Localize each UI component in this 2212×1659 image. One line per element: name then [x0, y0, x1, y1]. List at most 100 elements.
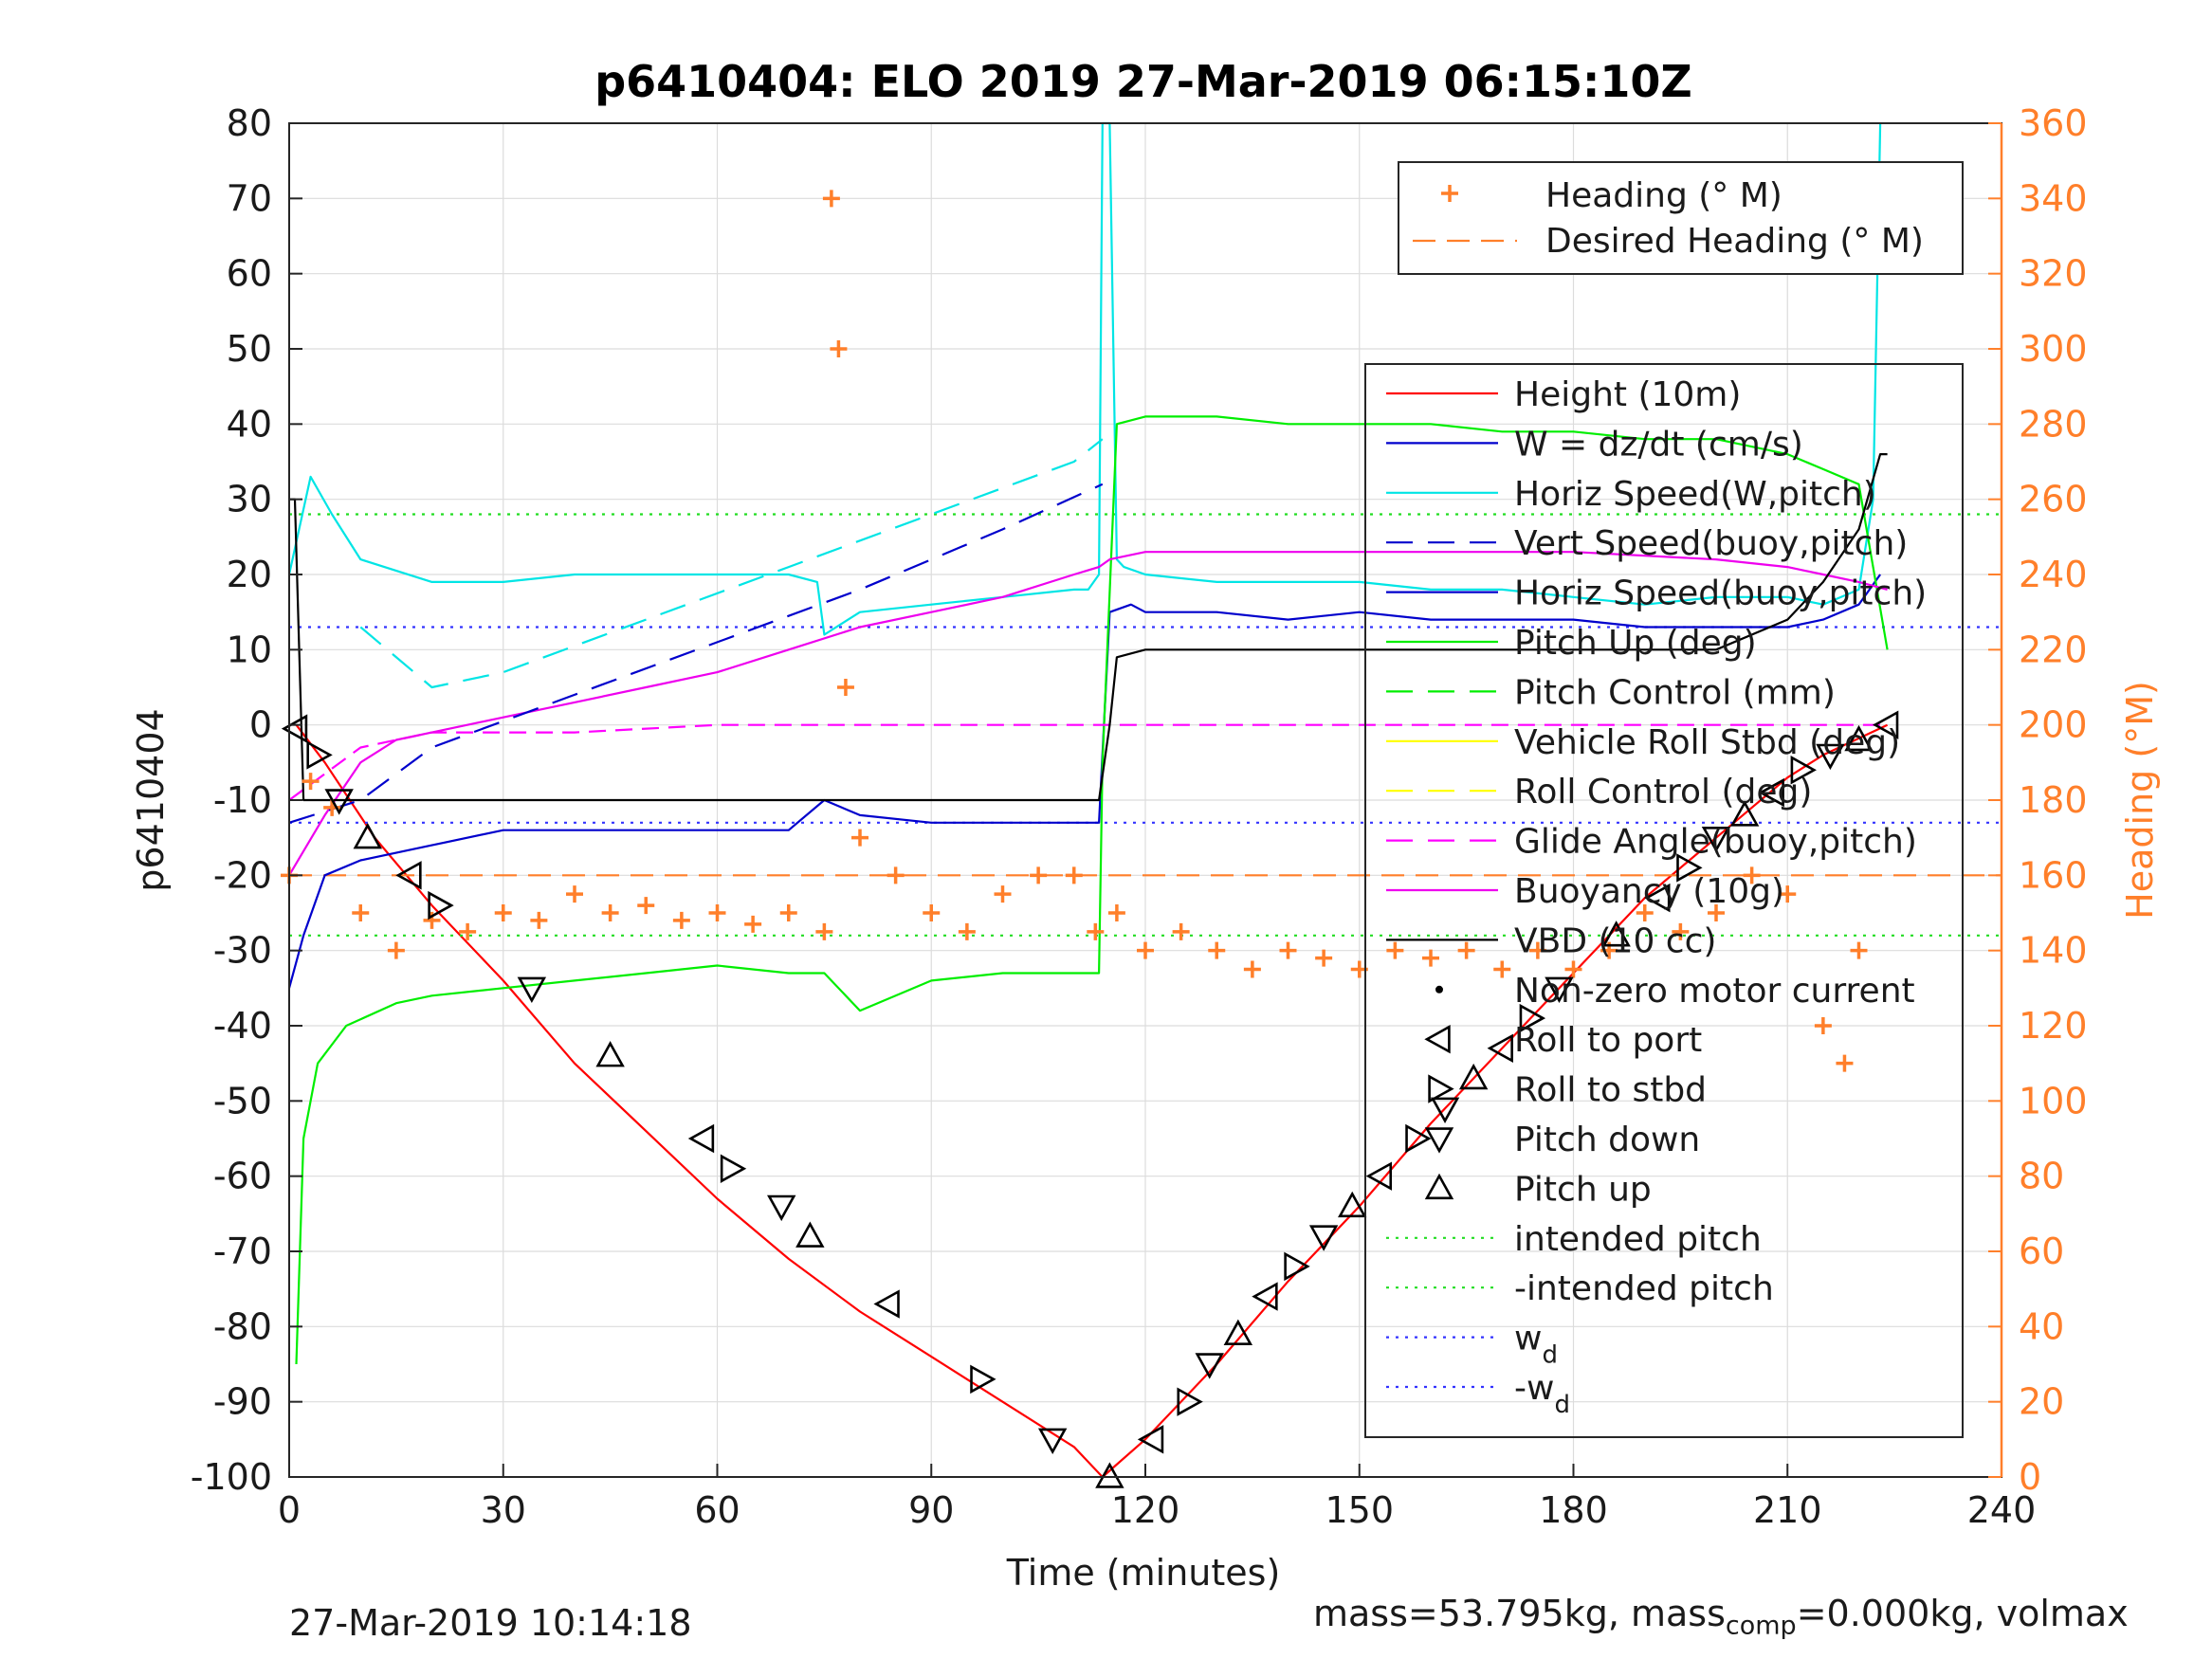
legend-label-sub: d: [1554, 1391, 1570, 1419]
heading-point: [566, 885, 583, 903]
y2-tick-label: 360: [2019, 102, 2088, 144]
series-layer: [281, 121, 2002, 1479]
marker-right: [428, 890, 454, 921]
footer-mass-b: =0.000kg, volmax: [1796, 1593, 2129, 1634]
marker-left: [1758, 777, 1784, 808]
footer-datetime: 27-Mar-2019 10:14:18: [289, 1602, 692, 1644]
y2-tick-label: 220: [2019, 629, 2088, 670]
heading-point: [1087, 922, 1105, 940]
marker-left: [1644, 883, 1671, 913]
heading-point: [637, 897, 655, 915]
heading-point: [1208, 941, 1226, 959]
footer-mass-a: mass=53.795kg, mass: [1313, 1593, 1726, 1634]
marker-up: [1729, 800, 1760, 827]
legend-label: Vert Speed(buoy,pitch): [1514, 524, 1908, 563]
y2-tick-label: 0: [2019, 1456, 2041, 1498]
heading-point: [887, 866, 905, 884]
heading-point: [1836, 1054, 1854, 1072]
marker-left: [1252, 1282, 1278, 1311]
y-tick-label: -30: [213, 930, 272, 972]
y-tick-label: 60: [227, 253, 272, 295]
heading-point: [352, 904, 370, 921]
x-tick-label: 150: [1325, 1489, 1394, 1531]
y-tick-label: 30: [227, 479, 272, 520]
y-tick-label: 10: [227, 629, 272, 670]
heading-point: [1493, 960, 1511, 978]
heading-point: [1107, 904, 1125, 921]
heading-point: [822, 190, 840, 208]
marker-left: [687, 1123, 715, 1154]
heading-point: [1708, 904, 1725, 921]
marker-left: [1487, 1033, 1513, 1064]
heading-point: [744, 915, 762, 933]
legend-label: Pitch Control (mm): [1514, 673, 1836, 712]
heading-point: [302, 773, 320, 791]
marker-down: [1037, 1428, 1068, 1455]
marker-down: [517, 976, 547, 1004]
heading-point: [1528, 941, 1546, 959]
legend-heading-symbol: [1441, 185, 1458, 202]
legend-label: W = dz/dt (cm/s): [1514, 425, 1803, 464]
legend-label: Horiz Speed(buoy,pitch): [1514, 574, 1927, 613]
legend-marker-down: [1424, 1127, 1454, 1154]
chart-title: p6410404: ELO 2019 27-Mar-2019 06:15:10Z: [594, 56, 1692, 107]
marker-up: [1458, 1063, 1489, 1090]
y2-tick-label: 200: [2019, 704, 2088, 746]
series-horiz-speed-dashed: [359, 438, 1104, 689]
legend-heading-label: Heading (° M): [1545, 176, 1782, 215]
legend-label: Pitch down: [1514, 1121, 1700, 1159]
y-tick-label: 50: [227, 328, 272, 370]
y-tick-label: -90: [213, 1381, 272, 1423]
heading-point: [1172, 922, 1190, 940]
y-tick-label: -20: [213, 854, 272, 896]
marker-up: [595, 1041, 625, 1067]
heading-point: [459, 922, 477, 940]
legend-marker-right: [1428, 1074, 1454, 1103]
legend-heading: Heading (° M) Desired Heading (° M): [1398, 161, 1964, 275]
heading-point: [1743, 866, 1761, 884]
marker-right: [1284, 1251, 1310, 1282]
marker-left: [1137, 1425, 1164, 1454]
x-tick-label: 60: [694, 1489, 740, 1531]
legend-marker-up: [1424, 1173, 1454, 1200]
heading-point: [1779, 885, 1797, 903]
heading-point: [1137, 941, 1154, 959]
legend-label: Height (10m): [1514, 375, 1741, 414]
marker-right: [720, 1154, 747, 1183]
heading-point: [815, 922, 833, 940]
marker-down: [1701, 826, 1731, 853]
marker-left: [1365, 1161, 1393, 1191]
legend-label: Glide Angle(buoy,pitch): [1514, 823, 1917, 862]
y-tick-label: -100: [191, 1456, 272, 1498]
legend-label: intended pitch: [1514, 1220, 1762, 1259]
legend-label: Vehicle Roll Stbd (deg): [1514, 723, 1900, 762]
y2-tick-label: 180: [2019, 779, 2088, 821]
series-buoyancy-10g: [288, 551, 1888, 876]
heading-point: [779, 904, 797, 921]
marker-down: [324, 789, 354, 815]
marker-left: [395, 861, 422, 890]
series-height-10m: [295, 723, 1889, 1479]
heading-point: [958, 922, 976, 940]
heading-point: [708, 904, 726, 921]
legend-label: Pitch up: [1514, 1170, 1652, 1209]
y-tick-label: -70: [213, 1231, 272, 1272]
heading-point: [923, 904, 941, 921]
heading-point: [1422, 949, 1439, 967]
axis-layer: 0 30 60 90 120 150 180 210 24080706050403020100-…: [191, 102, 2088, 1531]
marker-left: [1872, 710, 1899, 739]
x-tick-label: 210: [1753, 1489, 1822, 1531]
marker-down: [1195, 1353, 1224, 1379]
y2-tick-label: 320: [2019, 253, 2088, 295]
footer-mass-sub: comp: [1725, 1611, 1797, 1641]
marker-right: [1519, 1003, 1546, 1033]
legend-label: Pitch Up (deg): [1514, 624, 1757, 663]
heading-point: [494, 904, 512, 921]
y2-tick-label: 100: [2019, 1080, 2088, 1121]
y2-tick-label: 340: [2019, 177, 2088, 219]
heading-point: [1315, 949, 1333, 967]
marker-right: [1676, 853, 1703, 883]
series-heading-m: [281, 190, 1868, 1072]
y-tick-label: -80: [213, 1305, 272, 1347]
